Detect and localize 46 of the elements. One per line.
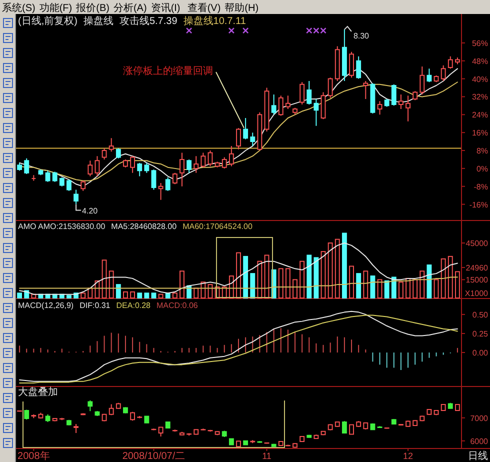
text: 功能(F): [39, 2, 72, 14]
annotation: 涨停板上的缩量回调: [123, 65, 213, 77]
chart-title: AMO AMO:21536830.00: [18, 222, 106, 231]
y-tick-label: 15000: [466, 276, 489, 285]
text: DIF:0.31: [80, 301, 111, 310]
y-tick-label: 16%: [472, 128, 488, 138]
y-tick-label: 48%: [472, 56, 488, 66]
chart-title: 大盘叠加: [18, 386, 58, 398]
text: 帮助(H): [224, 2, 259, 14]
y-tick-label: -8%: [474, 182, 488, 192]
annotation: 4.20: [82, 206, 98, 216]
text: 系统(S): [2, 2, 36, 14]
y-tick-label: 0.25: [472, 329, 489, 338]
y-tick-label: 56%: [472, 38, 488, 48]
y-tick-label: 24%: [472, 110, 488, 120]
text: 操盘线10.7.11: [183, 15, 246, 27]
chart-subtitle: 操盘线: [83, 15, 114, 27]
text: MA5:28460828.00: [111, 222, 178, 231]
text: 查看(V): [187, 2, 221, 14]
y-tick-label: 24960: [466, 263, 489, 272]
y-tick-label: 8%: [476, 146, 488, 156]
text: 分析(A): [113, 2, 147, 14]
y-tick-label: 7000: [470, 414, 489, 423]
y-tick-label: 32%: [472, 92, 488, 102]
y-tick-label: 6000: [470, 436, 489, 446]
x-tick-label: 2008年: [18, 450, 50, 462]
text: 资讯(I): [150, 2, 180, 14]
y-tick-label: 0.50: [472, 310, 489, 320]
text: MA60:17064524.00: [182, 222, 253, 231]
y-tick-label: 45000: [466, 239, 489, 248]
chart-title: (日线,前复权): [18, 15, 78, 27]
y-tick-label: 0.00: [472, 348, 489, 358]
text: 攻击线5.7.39: [119, 15, 178, 27]
annotation: 8.30: [353, 31, 370, 40]
text: DEA:0.28: [116, 301, 152, 310]
x-axis-title: 日线: [468, 450, 488, 462]
x-tick-label: 2008/10/07/二: [122, 451, 186, 462]
text: 报价(B): [75, 2, 110, 14]
text: MACD:0.06: [156, 301, 198, 310]
x-tick-label: 11: [262, 451, 272, 461]
y-tick-label: -16%: [469, 200, 488, 210]
chart-title: MACD(12,26,9): [18, 301, 74, 310]
x-tick-label: 12: [403, 451, 414, 461]
y-tick-label: 0%: [476, 164, 488, 174]
y-axis-title: X1000: [464, 289, 489, 298]
y-tick-label: 40%: [472, 74, 488, 84]
